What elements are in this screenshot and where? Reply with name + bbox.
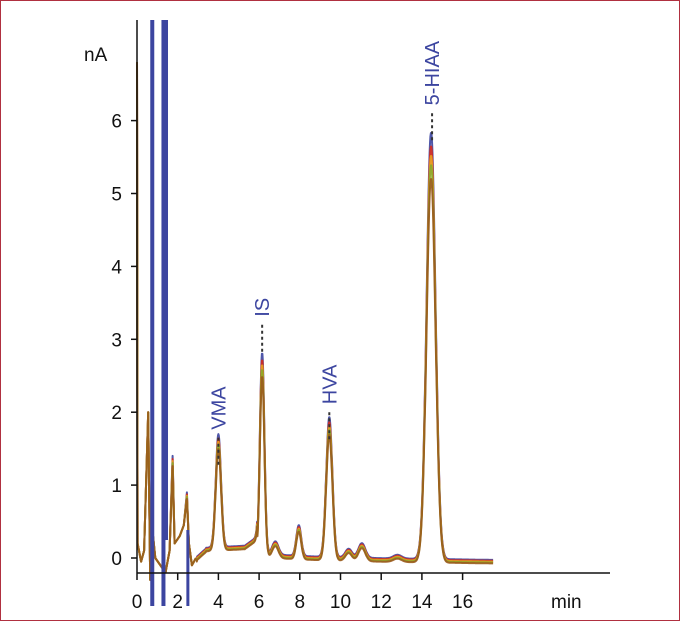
x-tick-label: 6 [254,592,265,613]
x-tick-label: 8 [295,592,306,613]
axes [131,20,610,580]
solvent-front-trace [136,62,197,581]
peak-label-is: IS [252,298,274,317]
y-tick-label: 1 [111,476,122,497]
trace-line [195,164,494,564]
x-axis-unit: min [551,592,582,613]
y-axis-unit: nA [84,45,108,66]
x-tick-label: 10 [330,592,351,613]
y-tick-label: 4 [111,257,122,278]
trace-line [195,178,494,565]
y-tick-label: 2 [111,403,122,424]
peak-label-hva: HVA [319,364,341,404]
trace-line [195,155,494,563]
y-tick-label: 6 [111,112,122,133]
x-tick-label: 0 [132,592,143,613]
peak-label-5-hiaa: 5-HIAA [422,40,444,105]
x-tick-label: 12 [371,592,392,613]
x-tick-label: 2 [172,592,183,613]
x-tick-label: 14 [411,592,433,613]
chromatogram-traces [136,20,494,606]
peak-label-vma: VMA [208,386,230,430]
x-tick-label: 16 [452,592,473,613]
y-tick-label: 3 [111,330,122,351]
y-tick-label: 5 [111,185,122,206]
x-tick-label: 4 [213,592,224,613]
trace-line [195,145,494,562]
trace-line [195,132,494,561]
peak-labels: VMA IS HVA 5-HIAA [208,40,444,468]
y-tick-label: 0 [111,549,122,570]
